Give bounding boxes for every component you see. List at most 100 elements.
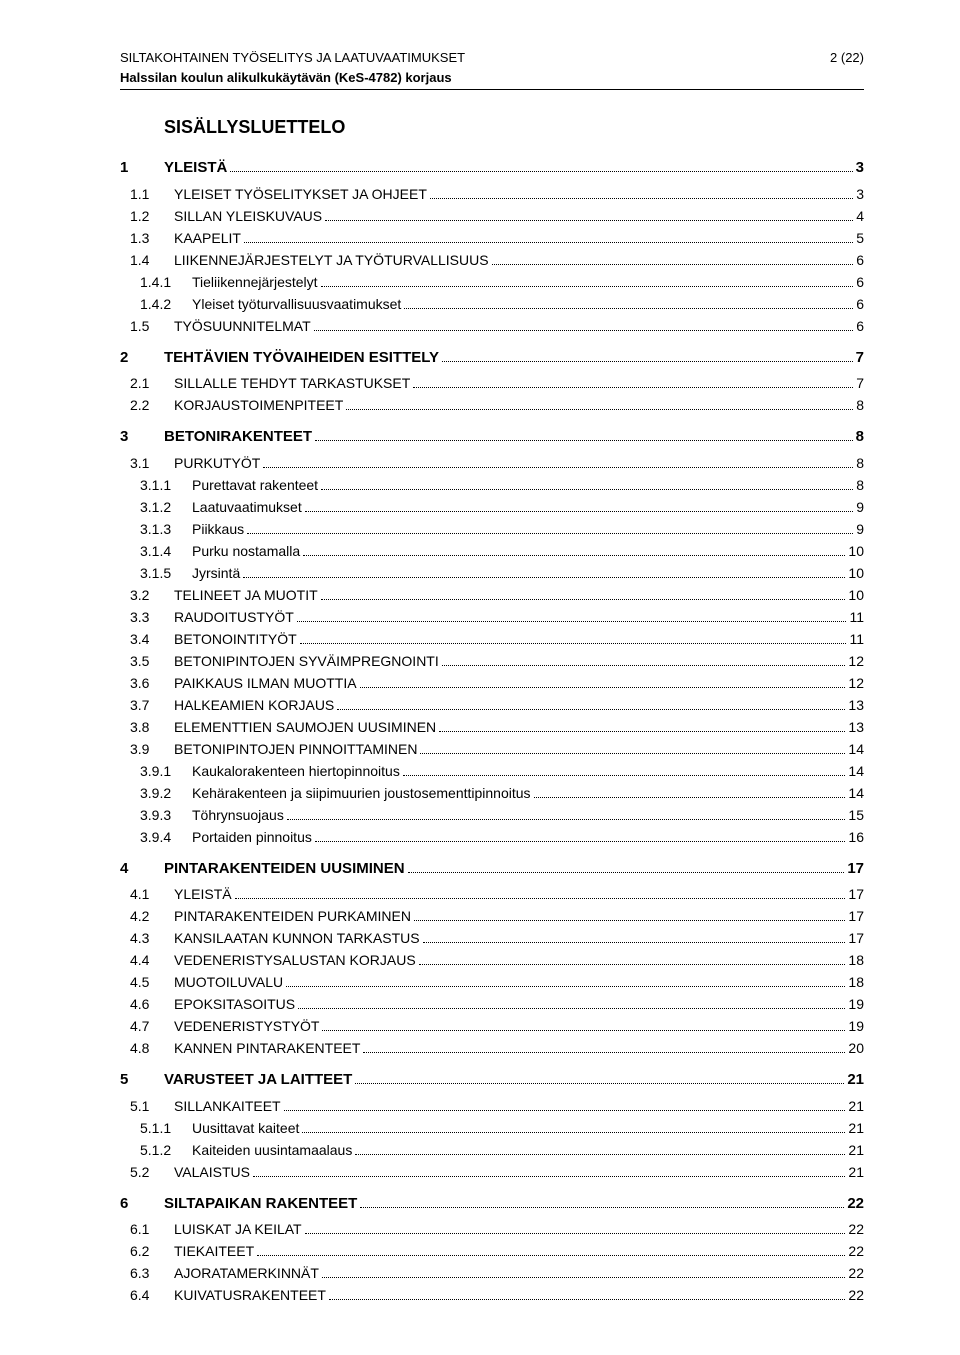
toc-entry[interactable]: 1.5TYÖSUUNNITELMAT6 — [120, 316, 864, 337]
toc-leader-dots — [329, 1299, 845, 1300]
toc-entry-page: 19 — [848, 1016, 864, 1037]
toc-leader-dots — [355, 1154, 845, 1155]
toc-entry[interactable]: 2TEHTÄVIEN TYÖVAIHEIDEN ESITTELY7 — [120, 347, 864, 370]
toc-entry[interactable]: 3.2TELINEET JA MUOTIT10 — [120, 585, 864, 606]
toc-entry[interactable]: 6.1LUISKAT JA KEILAT22 — [120, 1219, 864, 1240]
toc-entry[interactable]: 3.1.2Laatuvaatimukset9 — [120, 497, 864, 518]
toc-entry-page: 8 — [856, 475, 864, 496]
toc-entry[interactable]: 2.2KORJAUSTOIMENPITEET8 — [120, 395, 864, 416]
toc-entry[interactable]: 6.2TIEKAITEET22 — [120, 1241, 864, 1262]
toc-entry[interactable]: 6.3AJORATAMERKINNÄT22 — [120, 1263, 864, 1284]
toc-entry[interactable]: 2.1SILLALLE TEHDYT TARKASTUKSET7 — [120, 373, 864, 394]
toc-entry[interactable]: 1.2SILLAN YLEISKUVAUS4 — [120, 206, 864, 227]
toc-entry-page: 18 — [848, 950, 864, 971]
toc-entry-label: KANNEN PINTARAKENTEET — [174, 1038, 360, 1059]
toc-leader-dots — [314, 330, 854, 331]
toc-entry-label: ELEMENTTIEN SAUMOJEN UUSIMINEN — [174, 717, 436, 738]
toc-leader-dots — [298, 1008, 845, 1009]
toc-entry[interactable]: 1.3KAAPELIT5 — [120, 228, 864, 249]
toc-entry[interactable]: 3.4BETONOINTITYÖT11 — [120, 629, 864, 650]
toc-entry[interactable]: 3.6PAIKKAUS ILMAN MUOTTIA12 — [120, 673, 864, 694]
toc-entry-number: 1.1 — [120, 184, 174, 205]
toc-entry-number: 4.1 — [120, 884, 174, 905]
toc-entry-number: 4.4 — [120, 950, 174, 971]
toc-entry[interactable]: 5.1SILLANKAITEET21 — [120, 1096, 864, 1117]
toc-entry-page: 21 — [848, 1140, 864, 1161]
toc-entry[interactable]: 4.8KANNEN PINTARAKENTEET20 — [120, 1038, 864, 1059]
toc-entry-label: Kehärakenteen ja siipimuurien joustoseme… — [192, 783, 531, 804]
toc-entry[interactable]: 4.3KANSILAATAN KUNNON TARKASTUS17 — [120, 928, 864, 949]
toc-entry-label: YLEISET TYÖSELITYKSET JA OHJEET — [174, 184, 427, 205]
toc-entry-number: 1.3 — [120, 228, 174, 249]
toc-entry-label: Kaiteiden uusintamaalaus — [192, 1140, 352, 1161]
toc-entry-page: 4 — [856, 206, 864, 227]
toc-entry[interactable]: 5VARUSTEET JA LAITTEET21 — [120, 1069, 864, 1092]
toc-entry-page: 10 — [848, 541, 864, 562]
toc-entry[interactable]: 4.7VEDENERISTYSTYÖT19 — [120, 1016, 864, 1037]
toc-entry[interactable]: 6.4KUIVATUSRAKENTEET22 — [120, 1285, 864, 1306]
toc-entry[interactable]: 4.2PINTARAKENTEIDEN PURKAMINEN17 — [120, 906, 864, 927]
toc-entry[interactable]: 1.4LIIKENNEJÄRJESTELYT JA TYÖTURVALLISUU… — [120, 250, 864, 271]
toc-entry[interactable]: 3.9.4Portaiden pinnoitus16 — [120, 827, 864, 848]
toc-entry[interactable]: 1.4.2Yleiset työturvallisuusvaatimukset6 — [120, 294, 864, 315]
toc-entry-number: 3.1.1 — [120, 475, 192, 496]
toc-entry[interactable]: 4.1YLEISTÄ17 — [120, 884, 864, 905]
toc-entry-label: Töhrynsuojaus — [192, 805, 284, 826]
toc-entry[interactable]: 3.9.3Töhrynsuojaus15 — [120, 805, 864, 826]
toc-entry-number: 3.1.5 — [120, 563, 192, 584]
toc-entry-page: 14 — [848, 761, 864, 782]
toc-leader-dots — [322, 1030, 845, 1031]
toc-entry[interactable]: 4.6EPOKSITASOITUS19 — [120, 994, 864, 1015]
toc-entry[interactable]: 4.4VEDENERISTYSALUSTAN KORJAUS 18 — [120, 950, 864, 971]
toc-entry[interactable]: 1.4.1Tieliikennejärjestelyt6 — [120, 272, 864, 293]
toc-entry[interactable]: 3.1.1Purettavat rakenteet 8 — [120, 475, 864, 496]
toc-entry[interactable]: 3.8ELEMENTTIEN SAUMOJEN UUSIMINEN13 — [120, 717, 864, 738]
toc-entry-page: 11 — [849, 629, 864, 650]
toc-entry[interactable]: 3BETONIRAKENTEET8 — [120, 426, 864, 449]
toc-entry-page: 10 — [848, 563, 864, 584]
toc-entry-number: 3 — [120, 426, 164, 449]
toc-entry[interactable]: 6SILTAPAIKAN RAKENTEET22 — [120, 1193, 864, 1216]
toc-entry-page: 3 — [856, 184, 864, 205]
toc-entry[interactable]: 5.1.2Kaiteiden uusintamaalaus21 — [120, 1140, 864, 1161]
toc-entry-label: VEDENERISTYSALUSTAN KORJAUS — [174, 950, 416, 971]
toc-entry[interactable]: 1YLEISTÄ3 — [120, 157, 864, 180]
toc-entry[interactable]: 3.1.3Piikkaus9 — [120, 519, 864, 540]
toc-entry[interactable]: 3.9.2Kehärakenteen ja siipimuurien joust… — [120, 783, 864, 804]
toc-entry[interactable]: 3.7HALKEAMIEN KORJAUS13 — [120, 695, 864, 716]
toc-entry[interactable]: 4.5MUOTOILUVALU18 — [120, 972, 864, 993]
toc-entry-page: 6 — [856, 250, 864, 271]
toc-leader-dots — [243, 577, 845, 578]
header-subtitle: Halssilan koulun alikulkukäytävän (KeS-4… — [120, 68, 864, 88]
toc-entry-number: 4 — [120, 858, 164, 881]
toc-entry-label: BETONIPINTOJEN SYVÄIMPREGNOINTI — [174, 651, 439, 672]
toc-entry[interactable]: 4PINTARAKENTEIDEN UUSIMINEN17 — [120, 858, 864, 881]
toc-entry-label: KORJAUSTOIMENPITEET — [174, 395, 343, 416]
toc-entry[interactable]: 5.1.1Uusittavat kaiteet21 — [120, 1118, 864, 1139]
toc-entry-page: 18 — [848, 972, 864, 993]
toc-entry[interactable]: 1.1YLEISET TYÖSELITYKSET JA OHJEET 3 — [120, 184, 864, 205]
toc-entry-label: SILTAPAIKAN RAKENTEET — [164, 1193, 357, 1216]
toc-entry-label: TIEKAITEET — [174, 1241, 254, 1262]
toc-entry-label: Tieliikennejärjestelyt — [192, 272, 318, 293]
toc-entry-number: 4.5 — [120, 972, 174, 993]
toc-entry[interactable]: 3.3RAUDOITUSTYÖT11 — [120, 607, 864, 628]
toc-entry-label: LUISKAT JA KEILAT — [174, 1219, 302, 1240]
toc-leader-dots — [414, 920, 845, 921]
toc-entry-label: Purettavat rakenteet — [192, 475, 318, 496]
toc-entry[interactable]: 3.5BETONIPINTOJEN SYVÄIMPREGNOINTI12 — [120, 651, 864, 672]
toc-entry-number: 1.2 — [120, 206, 174, 227]
toc-entry-number: 3.1.2 — [120, 497, 192, 518]
toc-leader-dots — [305, 511, 853, 512]
toc-entry[interactable]: 3.9BETONIPINTOJEN PINNOITTAMINEN14 — [120, 739, 864, 760]
toc-leader-dots — [404, 308, 853, 309]
toc-leader-dots — [363, 1052, 845, 1053]
toc-leader-dots — [257, 1255, 845, 1256]
toc-entry[interactable]: 3.1PURKUTYÖT8 — [120, 453, 864, 474]
toc-entry-number: 1.4.1 — [120, 272, 192, 293]
toc-entry[interactable]: 5.2VALAISTUS21 — [120, 1162, 864, 1183]
toc-entry-number: 6.3 — [120, 1263, 174, 1284]
toc-entry[interactable]: 3.9.1Kaukalorakenteen hiertopinnoitus14 — [120, 761, 864, 782]
toc-entry[interactable]: 3.1.4Purku nostamalla10 — [120, 541, 864, 562]
toc-entry[interactable]: 3.1.5Jyrsintä10 — [120, 563, 864, 584]
